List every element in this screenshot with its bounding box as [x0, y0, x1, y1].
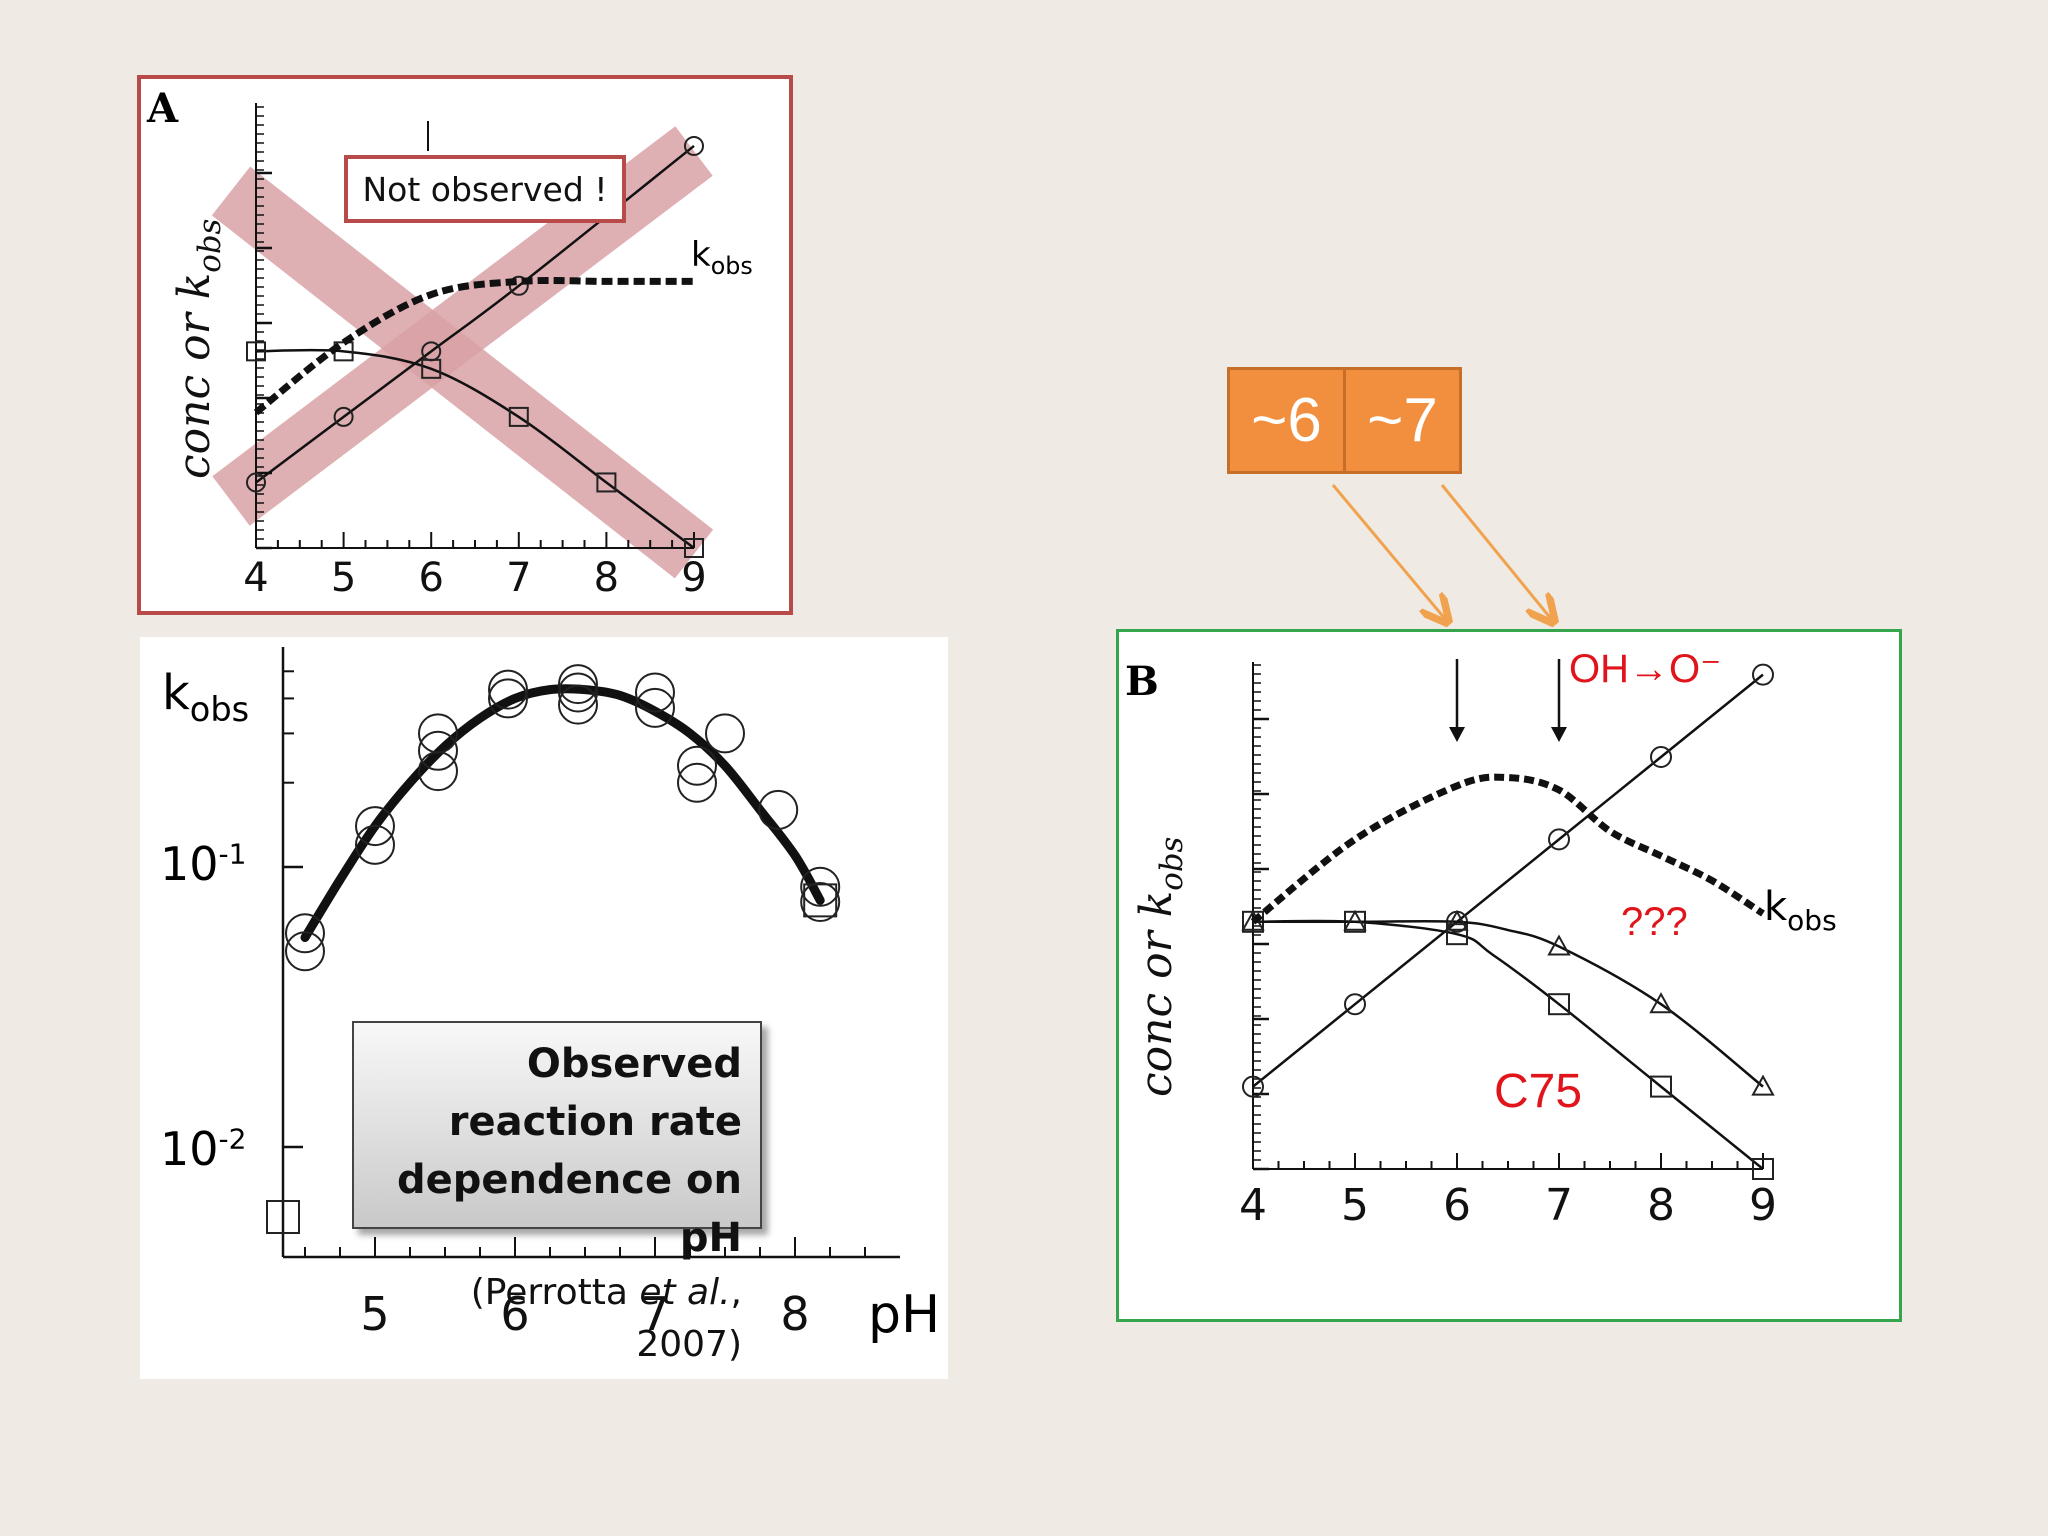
panel-kobs-ph-plot	[266, 647, 900, 1259]
panel-b-kobs-label: kobs	[1764, 884, 1837, 937]
square-marker	[1752, 1158, 1774, 1180]
square-point-low	[266, 1200, 300, 1234]
panel-b-y-axis-title: conc or kobs	[1131, 836, 1190, 1097]
x-tick-label: 6	[500, 1287, 530, 1341]
panel-a-kobs-label: kobs	[691, 235, 753, 281]
square-marker	[596, 472, 617, 493]
data-point	[558, 684, 598, 725]
y-tick-label: 10-2	[160, 1122, 247, 1176]
pka-arrow-head	[1551, 727, 1567, 742]
data-point	[635, 687, 675, 728]
x-tick-label: 8	[780, 1287, 810, 1341]
kobs-dashed-curve	[1250, 773, 1765, 925]
cross-stroke-1	[211, 166, 714, 579]
kobs-dashed-curve	[253, 276, 694, 416]
pka-arrow-right	[1440, 484, 1552, 620]
panel-b-letter: B	[1125, 658, 1159, 705]
data-point	[355, 806, 395, 847]
caption-box: Observed reaction rate dependence on pH …	[352, 1021, 762, 1365]
panel-b: B conc or kobs kobs OH→O⁻ ??? C75 4 5 6 7 8 9	[1116, 629, 1902, 1322]
triangle-marker	[1445, 909, 1469, 931]
triangle-marker	[1343, 909, 1367, 931]
panel-a: A conc or kobs kobs 4 5 6 7 8 9 Not observed …	[137, 75, 793, 615]
pka-right: ~7	[1343, 370, 1459, 471]
triangle-series-line	[1253, 919, 1764, 1088]
data-point	[558, 664, 598, 705]
data-point	[677, 745, 717, 786]
square-series-line	[1252, 919, 1764, 1170]
pka-arrow-left	[1331, 484, 1446, 620]
panel-a-letter: A	[147, 85, 179, 132]
panel-kobs-ph: kobs 10-1 10-2 5 6 7 8 pH Observed reaction…	[140, 637, 948, 1379]
x-tick-label: 5	[1341, 1180, 1369, 1231]
square-marker	[421, 358, 442, 379]
fit-curve	[300, 684, 825, 943]
question-annotation: ???	[1621, 900, 1688, 944]
x-tick-label: 6	[1443, 1180, 1471, 1231]
x-tick-label: 8	[593, 555, 620, 601]
square-marker	[508, 406, 529, 427]
data-point	[758, 789, 799, 830]
circle-marker	[1548, 828, 1570, 851]
x-tick-label: 9	[681, 555, 707, 601]
x-tick-label: 5	[330, 555, 357, 601]
data-point	[800, 866, 841, 907]
panel-b-plot	[1241, 659, 1775, 1180]
x-tick-label: 7	[1545, 1180, 1573, 1231]
x-tick-label: 9	[1749, 1180, 1777, 1231]
x-tick-label: 4	[1239, 1180, 1267, 1231]
data-point	[488, 669, 528, 710]
square-marker	[246, 341, 266, 362]
oh-annotation: OH→O⁻	[1569, 647, 1722, 691]
x-tick-label: 7	[506, 555, 532, 601]
data-point	[418, 730, 458, 771]
pka-left: ~6	[1251, 386, 1322, 455]
panel-kobs-ph-y-axis-title: kobs	[162, 665, 250, 729]
square-marker	[1446, 923, 1468, 946]
triangle-marker	[1751, 1074, 1775, 1096]
x-tick-label: 7	[640, 1287, 670, 1341]
circle-marker	[508, 275, 529, 296]
x-tick-label: 6	[418, 555, 444, 601]
square-marker	[1650, 1075, 1672, 1098]
y-tick-label: 10-1	[160, 837, 247, 891]
caption-line-1: Observed reaction rate	[448, 1041, 742, 1145]
panel-a-y-axis-title: conc or kobs	[169, 218, 228, 479]
data-point	[285, 913, 325, 954]
data-point	[705, 713, 745, 754]
circle-marker	[1650, 746, 1672, 768]
data-point	[800, 881, 841, 922]
circle-marker	[1752, 663, 1774, 686]
x-tick-label: 4	[243, 555, 269, 601]
data-point	[558, 672, 598, 713]
square-marker	[684, 538, 704, 558]
caption-citation: (Perrotta et al., 2007)	[470, 1272, 742, 1365]
caption-line-2: dependence on pH	[397, 1157, 742, 1261]
c75-annotation: C75	[1494, 1065, 1583, 1118]
triangle-marker	[1649, 992, 1673, 1014]
square-marker	[1548, 993, 1570, 1016]
x-tick-label: 5	[360, 1287, 390, 1341]
circle-marker	[1344, 993, 1366, 1016]
circle-marker	[684, 135, 704, 156]
data-point	[418, 713, 458, 754]
data-point	[355, 824, 395, 865]
data-point	[635, 672, 675, 713]
data-point	[488, 678, 528, 719]
circle-series-line	[1252, 673, 1764, 1088]
x-axis-title-ph: pH	[868, 1285, 941, 1345]
x-tick-label: 8	[1647, 1180, 1675, 1231]
circle-marker	[246, 472, 266, 493]
pka-arrow-head	[1449, 727, 1465, 742]
data-point	[677, 762, 717, 803]
data-point	[285, 931, 325, 972]
square-series-line	[255, 348, 695, 550]
circle-marker	[1242, 1075, 1264, 1098]
circle-marker	[333, 406, 354, 427]
square-point	[803, 883, 838, 918]
not-observed-annotation: Not observed !	[344, 155, 626, 223]
triangle-marker	[1547, 934, 1571, 956]
pka-box: ~6 ~7	[1227, 367, 1462, 474]
